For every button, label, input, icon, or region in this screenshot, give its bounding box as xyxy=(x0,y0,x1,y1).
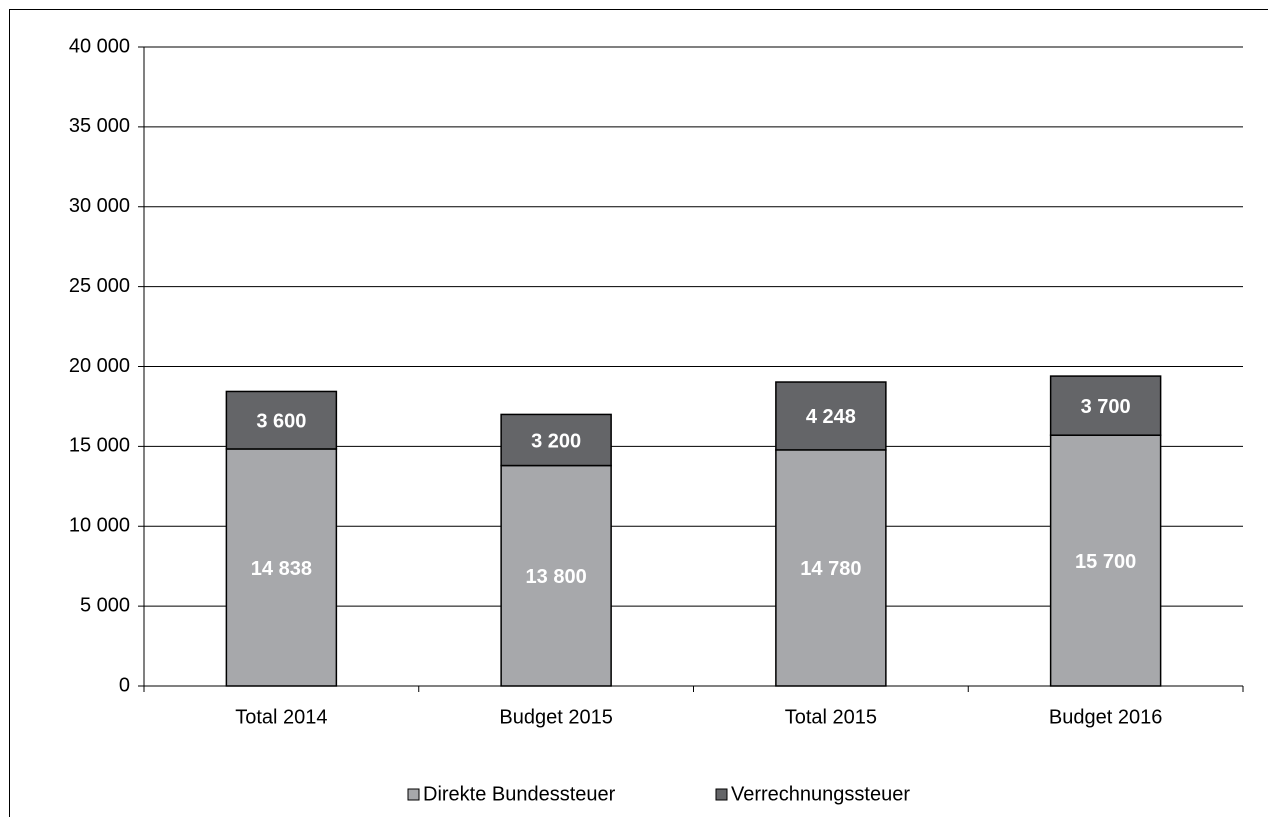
bar-segment xyxy=(775,381,887,451)
y-tick-label: 25 000 xyxy=(69,275,130,297)
bar-segment xyxy=(500,464,612,687)
x-tick-label: Total 2015 xyxy=(785,706,877,728)
data-label: 14 838 xyxy=(251,558,312,580)
y-tick-label: 20 000 xyxy=(69,355,130,377)
x-tick-label: Budget 2015 xyxy=(499,706,612,728)
data-label: 3 700 xyxy=(1081,396,1131,418)
legend-label: Direkte Bundessteuer xyxy=(423,783,616,805)
bar-segment xyxy=(1049,434,1162,687)
bar-segment xyxy=(1049,375,1162,436)
bar-segment xyxy=(225,448,338,687)
legend-label: Verrechnungssteuer xyxy=(731,783,910,805)
y-tick-label: 10 000 xyxy=(69,515,130,537)
data-label: 15 700 xyxy=(1075,551,1136,573)
y-tick-label: 30 000 xyxy=(69,195,130,217)
chart-frame xyxy=(9,9,1268,817)
legend-swatch xyxy=(715,788,728,801)
y-tick-label: 40 000 xyxy=(69,35,130,57)
bar-segment xyxy=(775,449,887,687)
y-tick-label: 0 xyxy=(119,674,130,696)
y-tick-label: 5 000 xyxy=(80,594,130,616)
data-label: 14 780 xyxy=(800,558,861,580)
data-label: 3 200 xyxy=(531,430,581,452)
data-label: 3 600 xyxy=(256,410,306,432)
x-tick-label: Total 2014 xyxy=(235,706,327,728)
legend-swatch xyxy=(407,788,420,801)
data-label: 13 800 xyxy=(526,566,587,588)
bar-segment xyxy=(500,413,612,467)
y-tick-label: 35 000 xyxy=(69,115,130,137)
bar-segment xyxy=(225,390,338,450)
data-label: 4 248 xyxy=(806,406,856,428)
x-tick-label: Budget 2016 xyxy=(1049,706,1162,728)
y-tick-label: 15 000 xyxy=(69,435,130,457)
